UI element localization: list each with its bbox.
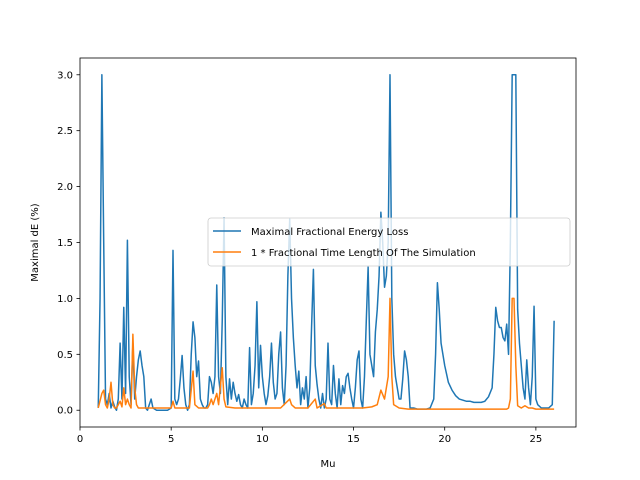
x-tick-label: 15 xyxy=(347,434,360,445)
legend: Maximal Fractional Energy Loss 1 * Fract… xyxy=(207,217,571,267)
x-tick-label: 10 xyxy=(256,434,269,445)
y-axis-label: Maximal dE (%) xyxy=(30,203,41,282)
y-tick-label: 1.0 xyxy=(57,294,73,305)
legend-box xyxy=(207,217,571,267)
x-tick-label: 0 xyxy=(77,434,83,445)
legend-label-energy-loss: Maximal Fractional Energy Loss xyxy=(251,227,408,238)
y-tick-label: 1.5 xyxy=(57,238,73,249)
legend-label-time-length: 1 * Fractional Time Length Of The Simula… xyxy=(251,248,476,259)
y-tick-label: 3.0 xyxy=(57,70,73,81)
x-axis: 0 5 10 15 20 25 xyxy=(77,427,542,445)
y-tick-label: 2.0 xyxy=(57,182,73,193)
y-tick-label: 0.0 xyxy=(57,406,73,417)
series-line-1 xyxy=(97,297,555,410)
x-tick-label: 25 xyxy=(530,434,543,445)
y-axis: 0.0 0.5 1.0 1.5 2.0 2.5 3.0 xyxy=(57,70,80,417)
x-tick-label: 5 xyxy=(168,434,174,445)
y-tick-label: 0.5 xyxy=(57,350,73,361)
x-axis-label: Mu xyxy=(321,459,336,470)
x-tick-label: 20 xyxy=(438,434,451,445)
y-tick-label: 2.5 xyxy=(57,126,73,137)
series-line-0 xyxy=(97,74,555,411)
